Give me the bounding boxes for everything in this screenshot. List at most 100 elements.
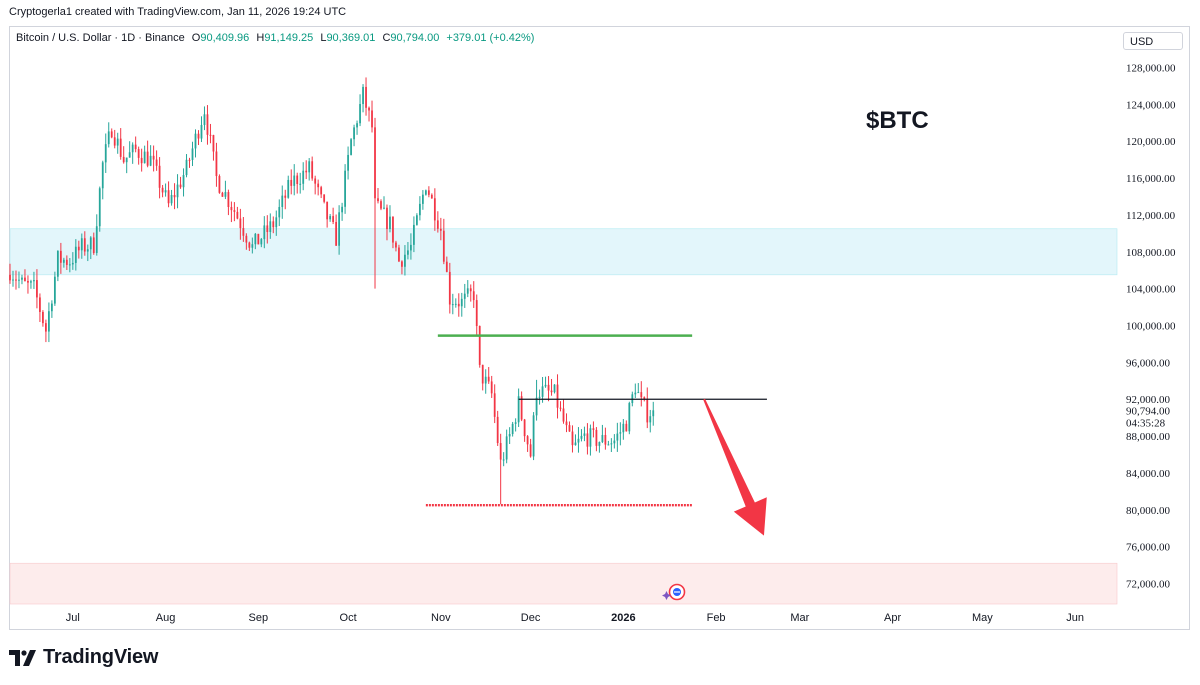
currency-selector[interactable]: USD: [1123, 32, 1183, 50]
brand-logo[interactable]: TradingView: [9, 646, 158, 669]
candle: [200, 116, 203, 143]
price-tick-label: 88,000.00: [1126, 431, 1171, 443]
candle: [194, 129, 197, 158]
time-tick-label: May: [972, 612, 993, 624]
candle: [86, 244, 89, 262]
candle: [550, 378, 553, 396]
candle: [248, 241, 251, 251]
supply-zone: [9, 228, 1118, 276]
candle: [95, 214, 98, 256]
candle: [128, 141, 131, 158]
time-tick-label: Apr: [884, 612, 901, 624]
candle: [451, 293, 454, 315]
ohlc-legend[interactable]: Bitcoin / U.S. Dollar · 1D · Binance O90…: [16, 32, 534, 44]
candle: [362, 84, 364, 113]
candle: [442, 218, 445, 265]
candle: [616, 422, 619, 452]
candle: [607, 440, 610, 446]
close-value: 90,794.00: [390, 32, 440, 44]
candle: [646, 387, 649, 429]
candle: [149, 145, 152, 167]
candle: [179, 176, 182, 189]
candle: [65, 255, 68, 271]
candle: [182, 168, 185, 197]
events-icon[interactable]: [662, 583, 686, 601]
down-arrow-icon: [703, 398, 767, 536]
price-tick-label: 120,000.00: [1126, 136, 1176, 148]
candle: [314, 175, 317, 195]
demand-zone: [9, 562, 1118, 605]
candle: [514, 418, 517, 432]
candle: [305, 160, 308, 180]
candle: [454, 298, 457, 308]
price-tick-label: 128,000.00: [1126, 63, 1176, 75]
candle: [146, 140, 149, 168]
candle: [320, 185, 323, 199]
candles: [9, 77, 655, 505]
candle: [311, 156, 314, 181]
candle: [589, 424, 592, 456]
candle: [472, 281, 475, 308]
time-axis[interactable]: Jul Aug Sep Oct Nov Dec 2026 Feb Mar Apr May Jun: [66, 612, 1084, 624]
candle: [257, 233, 260, 245]
candle: [365, 77, 367, 116]
time-tick-label: Aug: [156, 612, 176, 624]
candle: [27, 275, 29, 294]
candle: [155, 150, 158, 171]
open-value: 90,409.96: [200, 32, 250, 44]
candle: [239, 208, 242, 240]
candle: [164, 183, 167, 197]
candle: [418, 196, 421, 221]
candle: [371, 100, 373, 133]
candle: [544, 376, 547, 388]
candle: [592, 421, 595, 438]
time-tick-label: Jul: [66, 612, 80, 624]
candle: [101, 160, 104, 200]
candle: [272, 216, 275, 234]
candle: [62, 257, 65, 268]
price-tick-label: 116,000.00: [1126, 173, 1176, 185]
candle: [568, 421, 571, 432]
candle: [413, 216, 415, 253]
candle: [469, 284, 472, 302]
candle: [71, 252, 74, 270]
candle: [158, 157, 161, 199]
candle: [487, 367, 490, 384]
time-tick-label: Jun: [1066, 612, 1084, 624]
candle: [619, 422, 622, 446]
candle: [553, 384, 556, 394]
candle: [110, 128, 113, 139]
candle: [478, 325, 481, 368]
candle: [520, 391, 523, 422]
candle: [224, 180, 227, 200]
candle: [203, 106, 206, 131]
candle: [424, 189, 427, 196]
candle: [601, 424, 604, 444]
candle: [580, 429, 583, 442]
candle: [80, 233, 83, 259]
candle: [254, 232, 257, 250]
price-tick-label: 100,000.00: [1126, 321, 1176, 333]
candle: [628, 401, 631, 435]
time-tick-label: Sep: [249, 612, 269, 624]
candle: [263, 216, 266, 249]
price-axis[interactable]: 72,000.00 76,000.00 80,000.00 84,000.00 88,0…: [1126, 63, 1176, 591]
candle: [260, 237, 263, 248]
candle: [299, 172, 302, 194]
candle: [143, 145, 146, 164]
candle: [74, 239, 77, 271]
candle: [236, 206, 239, 220]
candle: [481, 364, 484, 391]
price-tick-label: 112,000.00: [1126, 210, 1176, 222]
candle: [475, 294, 478, 336]
price-tick-label: 80,000.00: [1126, 505, 1171, 517]
candle: [191, 141, 194, 167]
candle: [107, 122, 110, 148]
candle: [559, 401, 562, 412]
candle: [445, 256, 448, 273]
candle: [176, 174, 179, 209]
candle: [275, 210, 278, 236]
symbol-description[interactable]: Bitcoin / U.S. Dollar · 1D · Binance: [16, 32, 185, 44]
price-tick-label: 104,000.00: [1126, 284, 1176, 296]
